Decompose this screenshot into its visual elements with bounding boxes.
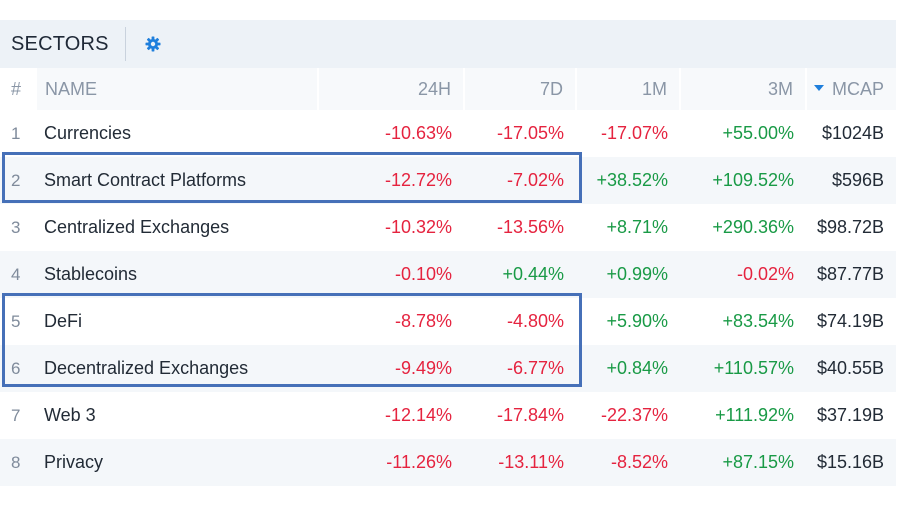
row-name[interactable]: Privacy [36,439,318,486]
row-mcap: $87.77B [806,251,896,298]
row-change-24h: -12.72% [318,157,464,204]
column-header-3m[interactable]: 3M [679,68,806,110]
row-name[interactable]: Decentralized Exchanges [36,345,318,392]
row-change-1m: +0.84% [576,345,680,392]
row-change-24h: -9.49% [318,345,464,392]
row-mcap: $15.16B [806,439,896,486]
row-rank: 8 [0,439,36,486]
row-change-3m: +111.92% [680,392,806,439]
column-header-name[interactable]: NAME [35,68,318,110]
row-change-3m: +109.52% [680,157,806,204]
row-change-3m: +290.36% [680,204,806,251]
row-mcap: $40.55B [806,345,896,392]
row-change-7d: -13.56% [464,204,576,251]
row-change-24h: -0.10% [318,251,464,298]
column-header-24h[interactable]: 24H [317,68,464,110]
table-row[interactable]: 8 Privacy -11.26% -13.11% -8.52% +87.15%… [0,439,896,486]
table-row[interactable]: 1 Currencies -10.63% -17.05% -17.07% +55… [0,110,896,157]
row-change-1m: -22.37% [576,392,680,439]
row-name[interactable]: DeFi [36,298,318,345]
row-change-24h: -11.26% [318,439,464,486]
sectors-table: # NAME 24H 7D 1M 3M MCAP 1 Currencies -1… [0,68,896,486]
header-divider [124,27,126,61]
row-name[interactable]: Web 3 [36,392,318,439]
table-row[interactable]: 5 DeFi -8.78% -4.80% +5.90% +83.54% $74.… [0,298,896,345]
table-row[interactable]: 4 Stablecoins -0.10% +0.44% +0.99% -0.02… [0,251,896,298]
row-change-7d: -17.84% [464,392,576,439]
row-change-3m: +83.54% [680,298,806,345]
row-change-3m: -0.02% [680,251,806,298]
row-mcap: $1024B [806,110,896,157]
table-row[interactable]: 6 Decentralized Exchanges -9.49% -6.77% … [0,345,896,392]
row-rank: 2 [0,157,36,204]
row-change-7d: -13.11% [464,439,576,486]
row-rank: 4 [0,251,36,298]
row-mcap: $596B [806,157,896,204]
row-name[interactable]: Stablecoins [36,251,318,298]
row-change-1m: -17.07% [576,110,680,157]
row-mcap: $37.19B [806,392,896,439]
column-header-mcap-label: MCAP [831,78,884,99]
panel-header: SECTORS [0,20,896,68]
column-header-mcap[interactable]: MCAP [805,68,896,110]
row-mcap: $98.72B [806,204,896,251]
panel-title: SECTORS [11,32,109,55]
table-row[interactable]: 2 Smart Contract Platforms -12.72% -7.02… [0,157,896,204]
table-header-row: # NAME 24H 7D 1M 3M MCAP [0,68,896,110]
row-change-7d: -4.80% [464,298,576,345]
sort-desc-icon [813,84,824,91]
column-header-7d[interactable]: 7D [463,68,576,110]
row-change-7d: -17.05% [464,110,576,157]
row-name[interactable]: Currencies [36,110,318,157]
row-mcap: $74.19B [806,298,896,345]
row-change-1m: +38.52% [576,157,680,204]
table-row[interactable]: 7 Web 3 -12.14% -17.84% -22.37% +111.92%… [0,392,896,439]
row-rank: 1 [0,110,36,157]
row-change-24h: -12.14% [318,392,464,439]
row-change-1m: +0.99% [576,251,680,298]
sectors-panel: SECTORS [0,20,896,486]
row-change-24h: -10.32% [318,204,464,251]
row-change-24h: -8.78% [318,298,464,345]
gear-icon[interactable] [144,35,162,53]
row-change-3m: +55.00% [680,110,806,157]
row-change-1m: -8.52% [576,439,680,486]
row-change-7d: -7.02% [464,157,576,204]
row-change-1m: +5.90% [576,298,680,345]
row-name[interactable]: Smart Contract Platforms [36,157,318,204]
row-change-1m: +8.71% [576,204,680,251]
row-change-7d: +0.44% [464,251,576,298]
row-rank: 3 [0,204,36,251]
row-change-3m: +87.15% [680,439,806,486]
row-rank: 6 [0,345,36,392]
row-change-3m: +110.57% [680,345,806,392]
row-name[interactable]: Centralized Exchanges [36,204,318,251]
row-rank: 5 [0,298,36,345]
table-row[interactable]: 3 Centralized Exchanges -10.32% -13.56% … [0,204,896,251]
column-header-1m[interactable]: 1M [575,68,680,110]
row-change-7d: -6.77% [464,345,576,392]
row-rank: 7 [0,392,36,439]
row-change-24h: -10.63% [318,110,464,157]
column-header-rank[interactable]: # [0,68,36,110]
